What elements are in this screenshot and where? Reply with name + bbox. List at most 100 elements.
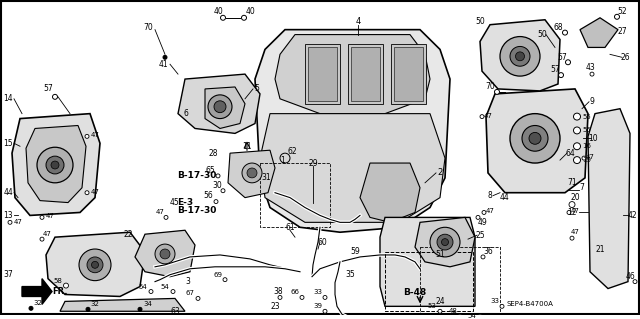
- Polygon shape: [588, 109, 630, 289]
- Text: 20: 20: [570, 193, 580, 202]
- Text: 69: 69: [214, 272, 223, 278]
- Circle shape: [241, 15, 246, 20]
- Polygon shape: [380, 218, 475, 306]
- Text: 50: 50: [475, 17, 485, 26]
- Text: B-17-30: B-17-30: [177, 171, 216, 181]
- Circle shape: [85, 191, 89, 195]
- Circle shape: [160, 249, 170, 259]
- Circle shape: [569, 202, 575, 208]
- Text: 44: 44: [499, 193, 509, 202]
- Text: 40: 40: [245, 7, 255, 16]
- Circle shape: [442, 239, 449, 246]
- Circle shape: [223, 278, 227, 282]
- Text: 31: 31: [261, 173, 271, 182]
- Text: 11: 11: [243, 142, 252, 151]
- Text: 36: 36: [483, 248, 493, 256]
- Text: 4: 4: [355, 17, 360, 26]
- Text: 16: 16: [582, 143, 591, 149]
- Text: 7: 7: [580, 183, 584, 192]
- Circle shape: [570, 236, 574, 240]
- Circle shape: [86, 307, 90, 311]
- Circle shape: [559, 73, 563, 78]
- Text: 50: 50: [537, 30, 547, 39]
- Circle shape: [323, 295, 327, 300]
- Circle shape: [476, 215, 480, 219]
- Text: 47: 47: [45, 213, 54, 219]
- Text: 43: 43: [585, 63, 595, 72]
- Text: 23: 23: [270, 302, 280, 311]
- Text: 70: 70: [485, 82, 495, 92]
- Circle shape: [438, 309, 442, 313]
- Text: 8: 8: [488, 191, 492, 200]
- Circle shape: [221, 15, 225, 20]
- Circle shape: [573, 113, 580, 120]
- Text: 28: 28: [208, 149, 218, 158]
- Polygon shape: [46, 232, 145, 296]
- Text: 65: 65: [205, 167, 215, 175]
- Circle shape: [614, 14, 620, 19]
- Polygon shape: [135, 230, 195, 277]
- Circle shape: [573, 157, 580, 164]
- Circle shape: [458, 314, 462, 318]
- Circle shape: [79, 249, 111, 281]
- Circle shape: [323, 309, 327, 313]
- Text: 32: 32: [91, 301, 99, 308]
- Circle shape: [500, 37, 540, 76]
- Polygon shape: [178, 74, 260, 133]
- Text: 54: 54: [468, 313, 476, 319]
- Text: 63: 63: [170, 307, 180, 316]
- Polygon shape: [255, 30, 450, 232]
- Text: 34: 34: [143, 301, 152, 308]
- Text: 19: 19: [582, 157, 591, 163]
- Circle shape: [510, 47, 530, 66]
- Text: 40: 40: [213, 7, 223, 16]
- Text: 47: 47: [156, 210, 164, 215]
- Circle shape: [437, 234, 453, 250]
- Text: 6: 6: [184, 109, 188, 118]
- Circle shape: [40, 215, 44, 219]
- Text: 24: 24: [435, 297, 445, 306]
- Circle shape: [46, 156, 64, 174]
- Text: 38: 38: [273, 287, 283, 296]
- Text: 15: 15: [3, 139, 13, 148]
- Text: 33: 33: [314, 288, 323, 294]
- Text: 49: 49: [477, 218, 487, 227]
- Polygon shape: [12, 114, 100, 215]
- Text: 33: 33: [490, 298, 499, 304]
- Circle shape: [515, 52, 525, 61]
- Polygon shape: [486, 89, 588, 193]
- Text: 60: 60: [317, 238, 327, 247]
- Circle shape: [480, 115, 484, 119]
- Polygon shape: [415, 218, 475, 267]
- Bar: [420, 247, 500, 316]
- Circle shape: [430, 227, 460, 257]
- Text: 27: 27: [617, 27, 627, 36]
- Circle shape: [582, 156, 586, 160]
- Text: 10: 10: [588, 134, 598, 143]
- Polygon shape: [205, 87, 245, 129]
- Circle shape: [529, 132, 541, 144]
- Text: B-48: B-48: [403, 288, 427, 297]
- Text: 44: 44: [3, 188, 13, 197]
- Text: 47: 47: [43, 231, 51, 237]
- Text: 47: 47: [91, 189, 99, 195]
- Text: 22: 22: [124, 230, 132, 239]
- Text: 47: 47: [91, 132, 99, 138]
- Text: 21: 21: [595, 245, 605, 254]
- Circle shape: [63, 283, 68, 288]
- Polygon shape: [360, 163, 420, 222]
- Text: 26: 26: [620, 53, 630, 62]
- Text: 62: 62: [287, 147, 297, 156]
- Circle shape: [567, 211, 571, 214]
- Text: 52: 52: [617, 7, 627, 16]
- Text: 57: 57: [550, 65, 560, 74]
- Text: 59: 59: [350, 248, 360, 256]
- Text: 64: 64: [565, 149, 575, 158]
- Polygon shape: [60, 299, 185, 311]
- Circle shape: [155, 244, 175, 264]
- Text: 54: 54: [139, 284, 147, 290]
- Bar: [308, 48, 337, 101]
- Bar: [260, 163, 330, 227]
- Circle shape: [563, 30, 568, 35]
- Text: 46: 46: [626, 272, 636, 281]
